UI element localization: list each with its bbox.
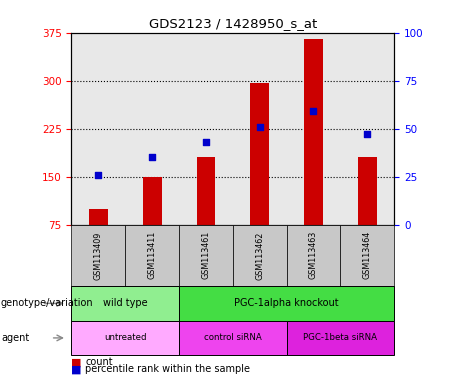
Point	[256, 124, 263, 130]
Text: wild type: wild type	[103, 298, 148, 308]
Title: GDS2123 / 1428950_s_at: GDS2123 / 1428950_s_at	[149, 17, 317, 30]
Text: genotype/variation: genotype/variation	[1, 298, 94, 308]
Point	[364, 131, 371, 137]
Bar	[196, 157, 215, 225]
Text: ■: ■	[71, 358, 82, 367]
Text: untreated: untreated	[104, 333, 147, 343]
Text: PGC-1alpha knockout: PGC-1alpha knockout	[234, 298, 339, 308]
Bar	[89, 209, 108, 225]
Text: control siRNA: control siRNA	[204, 333, 262, 343]
Point	[95, 172, 102, 178]
Point	[148, 154, 156, 161]
Bar	[304, 39, 323, 225]
Text: percentile rank within the sample: percentile rank within the sample	[85, 364, 250, 374]
Text: GSM113411: GSM113411	[148, 231, 157, 280]
Text: GSM113461: GSM113461	[201, 231, 210, 280]
Text: PGC-1beta siRNA: PGC-1beta siRNA	[303, 333, 378, 343]
Text: count: count	[85, 358, 113, 367]
Bar	[250, 83, 269, 225]
Text: GSM113409: GSM113409	[94, 231, 103, 280]
Text: agent: agent	[1, 333, 29, 343]
Text: ■: ■	[71, 364, 82, 374]
Text: GSM113464: GSM113464	[363, 231, 372, 280]
Text: GSM113463: GSM113463	[309, 231, 318, 280]
Bar	[143, 177, 161, 225]
Text: GSM113462: GSM113462	[255, 231, 264, 280]
Bar	[358, 157, 377, 225]
Point	[202, 139, 210, 145]
Point	[310, 108, 317, 114]
